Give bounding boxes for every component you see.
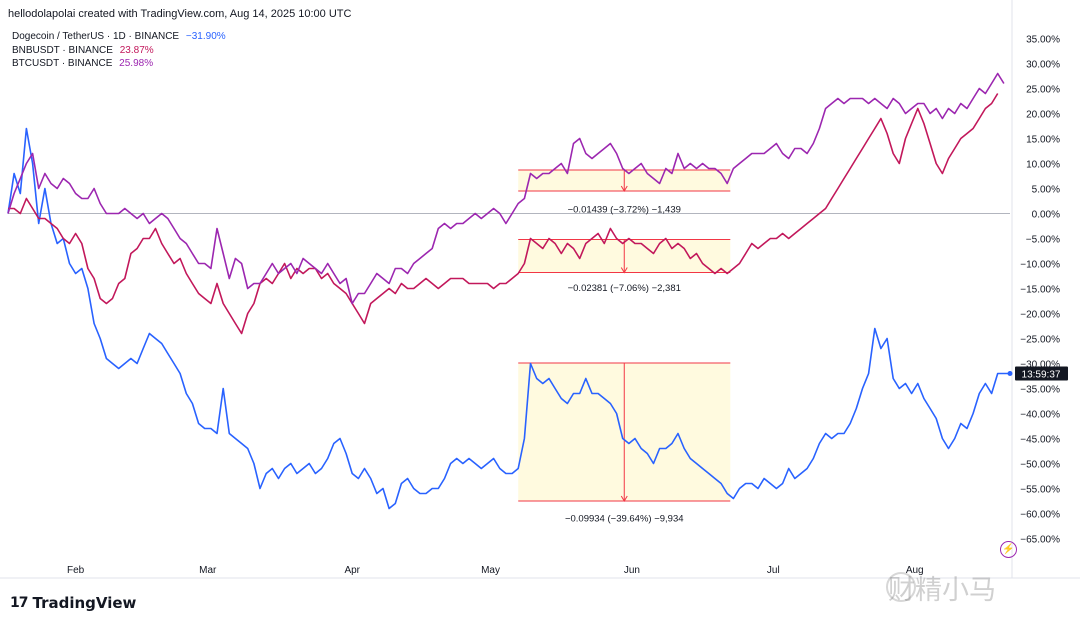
- watermark: 财精小马: [888, 575, 996, 606]
- legend-item-bnb[interactable]: BNBUSDT · BINANCE 23.87%: [12, 44, 226, 58]
- chart-header: hellodolapolai created with TradingView.…: [8, 8, 352, 20]
- price-tag-box: [1015, 366, 1068, 381]
- price-tag: 13:59:37: [1022, 370, 1061, 381]
- x-tick-label: Jun: [624, 565, 640, 576]
- measure-arrow-head: [620, 495, 628, 502]
- legend-item-doge[interactable]: Dogecoin / TetherUS · 1D · BINANCE −31.9…: [12, 30, 226, 44]
- legend-change: −31.90%: [185, 31, 226, 42]
- measure-label: −0.09934 (−39.64%) −9,934: [565, 514, 684, 525]
- lightning-icon[interactable]: ⚡: [1000, 541, 1017, 558]
- y-tick-label: −50.00%: [1020, 460, 1060, 471]
- measure-arrow-head: [620, 267, 628, 274]
- y-tick-label: −55.00%: [1020, 485, 1060, 496]
- series-line-1: [8, 93, 999, 335]
- measure-label: −0.02381 (−7.06%) −2,381: [568, 283, 681, 294]
- tradingview-icon: 17: [10, 595, 29, 611]
- series-line-2: [7, 72, 1005, 305]
- y-tick-label: −20.00%: [1020, 310, 1060, 321]
- legend-label: BNBUSDT · BINANCE: [12, 44, 113, 56]
- x-tick-label: Jul: [767, 565, 780, 576]
- y-tick-label: 15.00%: [1026, 135, 1060, 146]
- y-tick-label: −25.00%: [1020, 335, 1060, 346]
- y-tick-label: −35.00%: [1020, 385, 1060, 396]
- brand-logo: 17 TradingView: [10, 594, 136, 612]
- legend: Dogecoin / TetherUS · 1D · BINANCE −31.9…: [12, 30, 226, 71]
- x-tick-label: Apr: [344, 565, 360, 576]
- x-tick-label: Mar: [199, 565, 217, 576]
- y-tick-label: −65.00%: [1020, 535, 1060, 546]
- y-tick-label: 0.00%: [1032, 210, 1060, 221]
- y-tick-label: 25.00%: [1026, 85, 1060, 96]
- x-tick-label: May: [481, 565, 500, 576]
- y-tick-label: −15.00%: [1020, 285, 1060, 296]
- y-tick-label: −30.00%: [1020, 360, 1060, 371]
- x-tick-label: Aug: [906, 565, 924, 576]
- last-price-dot: [1007, 371, 1013, 376]
- y-tick-label: −10.00%: [1020, 260, 1060, 271]
- y-tick-label: 35.00%: [1026, 35, 1060, 46]
- watermark-icon: [886, 572, 916, 602]
- legend-label: BTCUSDT · BINANCE: [12, 58, 113, 69]
- series-line-0: [7, 127, 1010, 510]
- y-tick-label: 10.00%: [1026, 160, 1060, 171]
- y-tick-label: 20.00%: [1026, 110, 1060, 121]
- y-tick-label: 30.00%: [1026, 60, 1060, 71]
- legend-item-btc[interactable]: BTCUSDT · BINANCE 25.98%: [12, 57, 226, 71]
- legend-label: Dogecoin / TetherUS · 1D · BINANCE: [12, 31, 180, 42]
- legend-change: 25.98%: [119, 58, 154, 69]
- brand-name: TradingView: [32, 594, 137, 612]
- y-tick-label: −45.00%: [1020, 435, 1060, 446]
- y-tick-label: −40.00%: [1020, 410, 1060, 421]
- x-tick-label: Feb: [67, 565, 85, 576]
- y-tick-label: −60.00%: [1020, 510, 1060, 521]
- legend-change: 23.87%: [119, 44, 154, 56]
- plot-area: [8, 0, 1010, 1]
- measure-arrow-head: [620, 185, 628, 192]
- y-tick-label: 5.00%: [1032, 185, 1060, 196]
- y-tick-label: −5.00%: [1026, 235, 1060, 246]
- measure-label: −0.01439 (−3.72%) −1,439: [568, 205, 681, 216]
